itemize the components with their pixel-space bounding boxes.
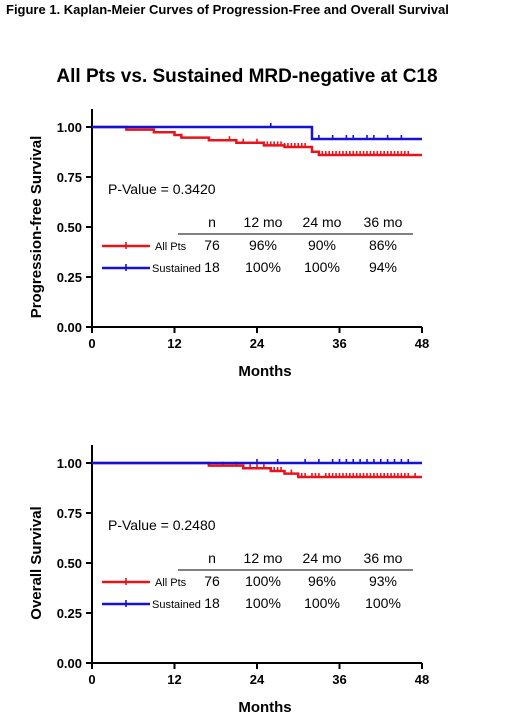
table-cell: 18 [204, 595, 220, 611]
y-tick-label: 0.25 [57, 606, 82, 621]
x-tick-label: 36 [332, 336, 346, 351]
x-tick-label: 24 [250, 336, 265, 351]
x-axis-title: Months [238, 363, 291, 380]
p-value-label: P-Value = 0.2480 [108, 517, 216, 533]
legend-label: All Pts [155, 241, 187, 253]
table-cell: 90% [308, 237, 336, 253]
table-header-24-mo: 24 mo [303, 550, 342, 566]
table-header-12-mo: 12 mo [244, 550, 283, 566]
x-axis-title: Months [238, 699, 291, 715]
table-header-n: n [208, 214, 216, 230]
table-header-n: n [208, 550, 216, 566]
x-tick-label: 0 [88, 336, 95, 351]
table-cell: 100% [304, 259, 340, 275]
table-cell: 76 [204, 573, 220, 589]
table-cell: 96% [308, 573, 336, 589]
legend-label: All Pts [155, 577, 187, 589]
table-header-12-mo: 12 mo [244, 214, 283, 230]
y-tick-label: 0.75 [57, 506, 82, 521]
table-cell: 76 [204, 237, 220, 253]
chart-panel-2: 0.00 0.25 0.50 0.75 1.00 0 12 24 36 48 Months Overa… [28, 445, 429, 715]
y-axis-title: Overall Survival [28, 506, 45, 619]
legend-label: Sustained [152, 599, 201, 611]
x-tick-label: 36 [332, 672, 346, 687]
km-curve-all-pts [92, 461, 422, 479]
table-cell: 100% [245, 259, 281, 275]
table-cell: 100% [245, 573, 281, 589]
x-tick-label: 0 [88, 672, 95, 687]
table-cell: 86% [369, 237, 397, 253]
table-cell: 100% [304, 595, 340, 611]
x-tick-label: 48 [415, 672, 429, 687]
x-tick-label: 12 [167, 672, 181, 687]
x-tick-label: 24 [250, 672, 265, 687]
y-tick-label: 0.25 [57, 270, 82, 285]
x-tick-label: 48 [415, 336, 429, 351]
km-curve-all-pts [92, 125, 422, 157]
p-value-label: P-Value = 0.3420 [108, 181, 216, 197]
legend-label: Sustained [152, 263, 201, 275]
table-cell: 96% [249, 237, 277, 253]
chart-title: All Pts vs. Sustained MRD-negative at C1… [56, 66, 437, 87]
y-tick-label: 1.00 [57, 456, 82, 471]
table-cell: 100% [245, 595, 281, 611]
y-tick-label: 0.50 [57, 556, 82, 571]
y-tick-label: 0.50 [57, 220, 82, 235]
y-tick-label: 1.00 [57, 120, 82, 135]
table-header-36-mo: 36 mo [364, 214, 403, 230]
y-tick-label: 0.00 [57, 656, 82, 671]
y-tick-label: 0.00 [57, 320, 82, 335]
y-axis-title: Progression-free Survival [28, 136, 45, 319]
y-tick-label: 0.75 [57, 170, 82, 185]
table-cell: 93% [369, 573, 397, 589]
x-tick-label: 12 [167, 336, 181, 351]
table-cell: 100% [365, 595, 401, 611]
table-cell: 18 [204, 259, 220, 275]
table-cell: 94% [369, 259, 397, 275]
table-header-36-mo: 36 mo [364, 550, 403, 566]
table-header-24-mo: 24 mo [303, 214, 342, 230]
figure-title: Figure 1. Kaplan-Meier Curves of Progres… [6, 2, 449, 17]
chart-panel-1: All Pts vs. Sustained MRD-negative at C1… [28, 66, 438, 380]
